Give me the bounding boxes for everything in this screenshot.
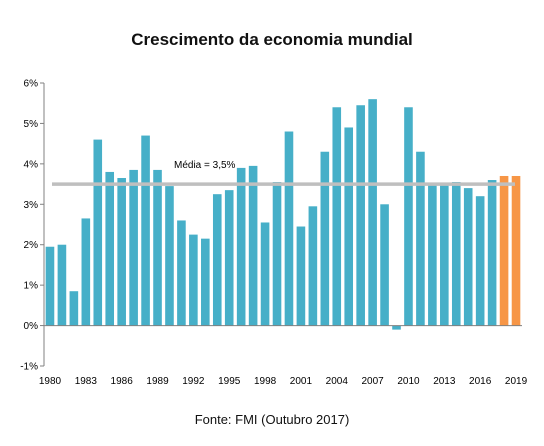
- bar-2018: [499, 175, 509, 326]
- bar-2019: [511, 175, 521, 326]
- bar-2002: [308, 206, 318, 326]
- average-line-layer: Média = 3,5%: [52, 160, 515, 186]
- bar-2007: [368, 99, 377, 326]
- bar-2005: [344, 127, 354, 326]
- bar-2000: [284, 131, 294, 326]
- x-tick-label: 1989: [146, 376, 169, 387]
- y-tick-label: 0%: [24, 321, 39, 332]
- bar-1985: [105, 171, 115, 326]
- y-tick-label: 5%: [24, 119, 39, 130]
- bar-1984: [93, 139, 103, 326]
- bar-1981: [57, 244, 67, 326]
- bar-1993: [201, 238, 210, 326]
- bar-1983: [81, 218, 91, 326]
- bar-1989: [153, 169, 162, 326]
- x-tick-label: 2016: [469, 376, 492, 387]
- y-tick-label: 4%: [24, 159, 39, 170]
- x-tick-label: 1998: [254, 376, 277, 387]
- x-tick-label: 1992: [182, 376, 205, 387]
- bar-2001: [296, 226, 306, 326]
- x-tick-label: 2019: [505, 376, 528, 387]
- bar-1996: [236, 167, 246, 326]
- bar-1992: [189, 234, 198, 326]
- x-tick-label: 2013: [433, 376, 456, 387]
- bar-1980: [45, 246, 55, 326]
- x-tick-label: 2004: [326, 376, 349, 387]
- source-note: Fonte: FMI (Outubro 2017): [194, 412, 350, 427]
- average-label: Média = 3,5%: [174, 160, 236, 171]
- bar-2004: [332, 107, 342, 326]
- y-tick-label: -1%: [20, 362, 38, 373]
- axes-layer: -1% 0% 1% 2% 3% 4% 5% 6% 1980 1983 1986 1989 1992 199…: [20, 79, 527, 388]
- bars-layer: [45, 99, 521, 330]
- bar-1982: [69, 291, 79, 326]
- bar-2010: [404, 107, 413, 326]
- bar-2003: [320, 151, 330, 326]
- bar-1988: [141, 135, 150, 326]
- bar-2014: [451, 182, 461, 326]
- bar-1986: [117, 178, 126, 326]
- bar-1991: [177, 220, 186, 326]
- y-tick-label: 1%: [24, 281, 39, 292]
- x-tick-label: 2010: [397, 376, 420, 387]
- bar-1999: [272, 182, 282, 326]
- bar-2006: [356, 105, 365, 326]
- chart-title: Crescimento da economia mundial: [131, 30, 413, 49]
- bar-2015: [463, 188, 473, 326]
- y-tick-label: 2%: [24, 240, 39, 251]
- x-tick-label: 1980: [39, 376, 62, 387]
- y-tick-label: 6%: [24, 79, 39, 90]
- bar-1995: [224, 190, 234, 326]
- bar-2011: [416, 151, 425, 326]
- y-tick-label: 3%: [24, 200, 39, 211]
- x-tick-label: 2007: [362, 376, 385, 387]
- x-tick-label: 1995: [218, 376, 241, 387]
- bar-2017: [487, 180, 497, 326]
- bar-2012: [428, 184, 437, 326]
- bar-2009: [392, 325, 401, 330]
- bar-1998: [260, 222, 270, 326]
- bar-1987: [129, 169, 138, 326]
- bar-1990: [165, 186, 174, 326]
- x-tick-label: 1983: [75, 376, 98, 387]
- bar-1994: [212, 194, 222, 326]
- bar-1997: [248, 165, 258, 326]
- x-tick-label: 2001: [290, 376, 313, 387]
- x-tick-label: 1986: [111, 376, 134, 387]
- bar-2013: [440, 184, 449, 326]
- bar-2016: [475, 196, 485, 326]
- bar-2008: [380, 204, 389, 326]
